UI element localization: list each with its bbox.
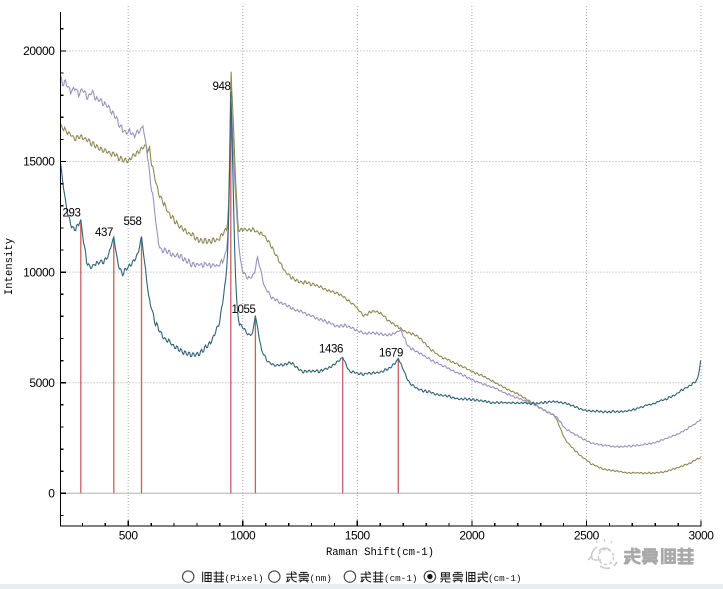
svg-text:1055: 1055 (232, 304, 256, 316)
svg-text:558: 558 (124, 216, 142, 228)
svg-text:Intensity: Intensity (4, 238, 16, 295)
svg-text:5000: 5000 (29, 376, 55, 390)
svg-text:437: 437 (95, 227, 113, 239)
svg-text:10000: 10000 (23, 265, 55, 279)
svg-text:Raman Shift(cm-1): Raman Shift(cm-1) (326, 547, 434, 559)
svg-text:1679: 1679 (379, 348, 403, 360)
svg-text:(Pixel): (Pixel) (225, 573, 264, 584)
svg-text:(cm-1): (cm-1) (384, 573, 417, 584)
svg-text:1436: 1436 (319, 344, 343, 356)
svg-text:1000: 1000 (230, 529, 256, 543)
svg-text:15000: 15000 (23, 155, 55, 169)
svg-text:0: 0 (48, 487, 55, 501)
svg-text:(nm): (nm) (310, 573, 332, 584)
svg-text:20000: 20000 (23, 44, 55, 58)
svg-text:1500: 1500 (345, 529, 371, 543)
svg-text:293: 293 (63, 208, 81, 220)
svg-text:(cm-1): (cm-1) (488, 573, 521, 584)
svg-text:500: 500 (119, 529, 139, 543)
svg-text:2000: 2000 (459, 529, 485, 543)
svg-text:3000: 3000 (688, 529, 714, 543)
svg-text:2500: 2500 (574, 529, 600, 543)
svg-text:948: 948 (213, 81, 231, 93)
